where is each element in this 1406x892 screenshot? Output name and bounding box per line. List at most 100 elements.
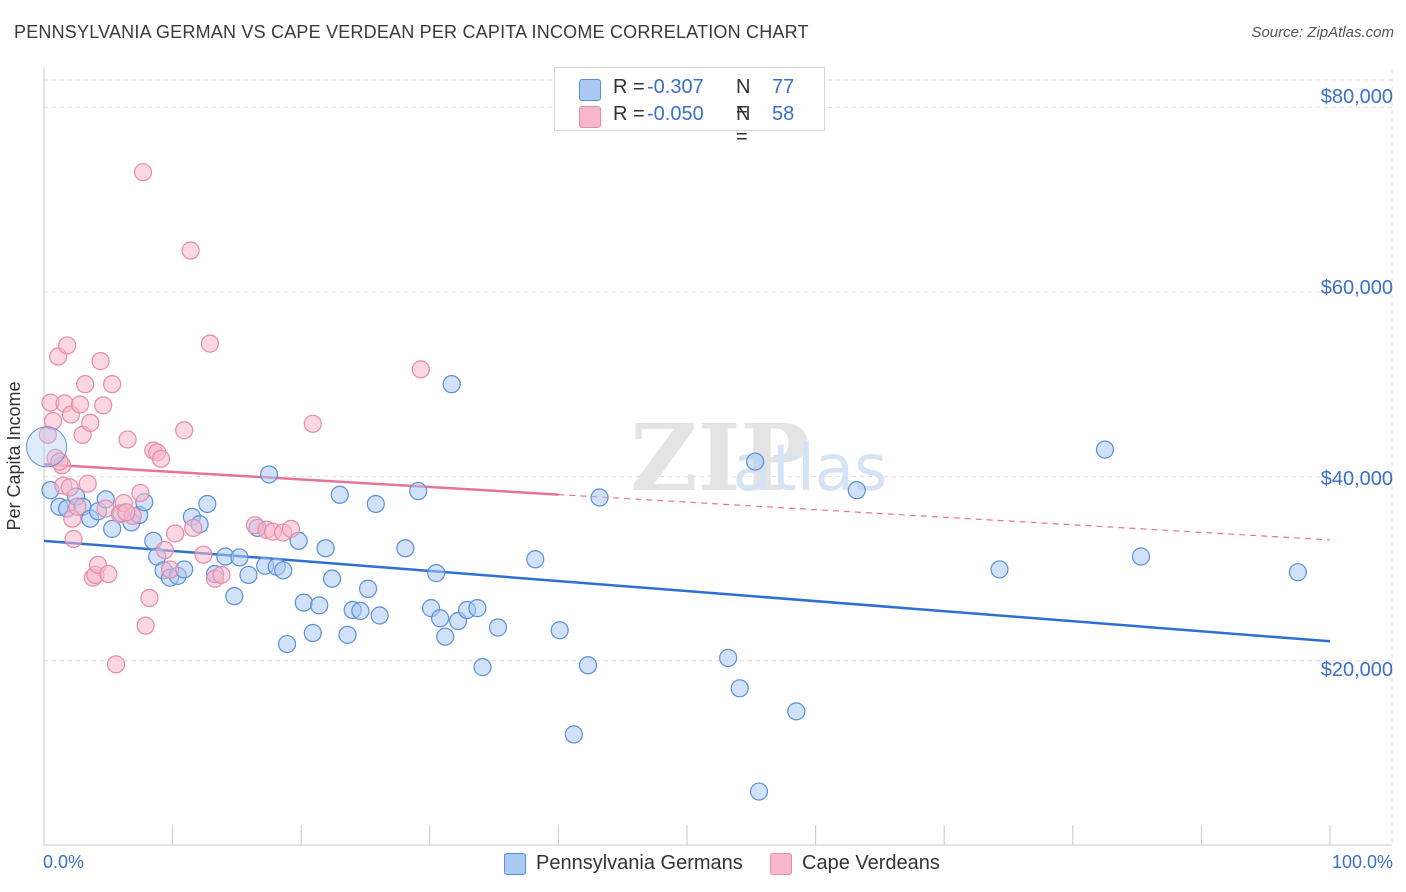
source-label: Source: ZipAtlas.com	[1251, 24, 1394, 41]
data-point-cape-verdean-42	[181, 241, 200, 260]
data-point-cape-verdean-24	[99, 564, 118, 584]
data-point-pennsylvania-german-21	[198, 494, 217, 514]
n-value: 77	[772, 76, 795, 98]
data-point-cape-verdean-25	[103, 375, 122, 394]
data-point-pennsylvania-german-57	[488, 618, 508, 637]
data-point-pennsylvania-german-31	[274, 561, 293, 580]
data-point-pennsylvania-german-35	[303, 623, 322, 643]
chart-title: PENNSYLVANIA GERMAN VS CAPE VERDEAN PER …	[14, 22, 809, 42]
data-point-cape-verdean-22	[94, 396, 113, 415]
blue-swatch	[504, 853, 526, 875]
data-point-pennsylvania-german-72	[1288, 563, 1307, 582]
correlation-legend: R = -0.307 N = 77 R = -0.050 N = 58	[554, 67, 825, 148]
data-point-cape-verdean-54	[411, 360, 430, 379]
legend-label: Pennsylvania Germans	[536, 852, 743, 874]
data-point-cape-verdean-57	[117, 503, 136, 522]
r-value: -0.307	[647, 76, 704, 98]
data-point-cape-verdean-21	[91, 352, 110, 371]
data-point-pennsylvania-german-39	[330, 485, 349, 504]
y-tick-label-20000: $20,000	[1320, 659, 1393, 681]
data-point-cape-verdean-33	[136, 616, 155, 635]
x-tick-label-0: 0.0%	[43, 852, 85, 872]
data-point-pennsylvania-german-71	[1131, 547, 1151, 566]
data-point-pennsylvania-german-24	[225, 587, 244, 606]
data-point-pennsylvania-german-60	[564, 725, 583, 744]
data-point-pennsylvania-german-29	[259, 465, 279, 484]
data-point-cape-verdean-43	[184, 518, 203, 538]
data-point-pennsylvania-german-44	[366, 494, 385, 514]
data-point-cape-verdean-12	[68, 497, 87, 516]
legend-label: Cape Verdeans	[802, 852, 940, 874]
data-point-cape-verdean-17	[81, 413, 100, 432]
y-axis-title: Per Capita Income	[4, 381, 24, 531]
data-point-pennsylvania-german-67	[787, 702, 806, 721]
data-point-pennsylvania-german-40	[338, 625, 357, 644]
data-point-pennsylvania-german-49	[427, 564, 446, 583]
watermark: ZIP	[630, 404, 809, 512]
data-point-pennsylvania-german-70	[1095, 440, 1115, 459]
data-point-cape-verdean-34	[140, 588, 159, 608]
n-label: N =	[736, 103, 751, 148]
n-value: 58	[772, 103, 795, 125]
data-point-cape-verdean-26	[106, 655, 126, 674]
data-point-cape-verdean-40	[166, 524, 185, 543]
data-point-cape-verdean-29	[118, 430, 137, 449]
data-point-pennsylvania-german-38	[322, 569, 342, 588]
data-point-pennsylvania-german-45	[370, 606, 389, 625]
data-point-pennsylvania-german-61	[578, 656, 598, 675]
data-point-pennsylvania-german-64	[730, 679, 749, 698]
data-point-cape-verdean-38	[155, 540, 174, 560]
data-point-cape-verdean-37	[151, 449, 171, 468]
n-label: N =	[736, 76, 751, 121]
data-point-pennsylvania-german-32	[277, 634, 297, 654]
data-point-pennsylvania-german-26	[239, 565, 258, 585]
data-point-pennsylvania-german-36	[310, 596, 329, 615]
data-point-cape-verdean-53	[303, 414, 322, 433]
data-point-pennsylvania-german-52	[442, 375, 461, 394]
data-point-pennsylvania-german-50	[430, 609, 450, 628]
data-point-pennsylvania-german-55	[468, 599, 487, 618]
r-label: R =	[613, 103, 645, 125]
data-point-pennsylvania-german-8	[103, 519, 122, 538]
data-point-pennsylvania-german-51	[436, 627, 455, 646]
blue-swatch	[579, 79, 601, 101]
data-point-cape-verdean-31	[131, 483, 150, 503]
data-point-cape-verdean-15	[76, 375, 95, 394]
data-point-pennsylvania-german-69	[990, 560, 1009, 579]
data-point-cape-verdean-11	[64, 529, 83, 549]
data-point-cape-verdean-52	[281, 519, 301, 538]
y-tick-label-80000: $80,000	[1320, 86, 1393, 108]
data-point-pennsylvania-german-68	[847, 481, 866, 500]
pink-swatch	[770, 853, 792, 875]
data-point-cape-verdean-32	[133, 163, 153, 182]
data-point-pennsylvania-german-65	[746, 452, 765, 471]
data-point-pennsylvania-german-59	[550, 621, 569, 640]
data-point-cape-verdean-45	[200, 334, 219, 353]
data-point-pennsylvania-german-58	[526, 550, 545, 569]
data-point-pennsylvania-german-43	[358, 579, 378, 598]
data-point-cape-verdean-16	[78, 474, 97, 493]
x-tick-label-100: 100.0%	[1331, 852, 1393, 872]
trend-line-solid-0	[43, 539, 1331, 643]
trend-line-dashed-1	[558, 493, 1331, 541]
data-point-pennsylvania-german-25	[230, 548, 249, 567]
data-point-cape-verdean-44	[194, 545, 213, 564]
data-point-pennsylvania-german-46	[396, 539, 415, 558]
data-point-cluster	[26, 426, 68, 468]
data-point-pennsylvania-german-62	[590, 488, 609, 507]
trend-line-solid-1	[43, 463, 559, 496]
data-point-pennsylvania-german-66	[749, 782, 769, 801]
data-point-pennsylvania-german-56	[473, 658, 492, 677]
y-tick-label-40000: $40,000	[1320, 468, 1393, 490]
data-point-cape-verdean-8	[58, 336, 77, 355]
data-point-pennsylvania-german-42	[351, 601, 370, 620]
r-value: -0.050	[647, 103, 704, 125]
data-point-pennsylvania-german-47	[409, 481, 428, 501]
data-point-cape-verdean-13	[70, 395, 90, 414]
data-point-cape-verdean-41	[175, 421, 194, 440]
y-tick-label-60000: $60,000	[1320, 277, 1393, 299]
data-point-cape-verdean-39	[160, 560, 180, 579]
data-point-pennsylvania-german-63	[719, 648, 738, 667]
pink-swatch	[579, 106, 601, 128]
